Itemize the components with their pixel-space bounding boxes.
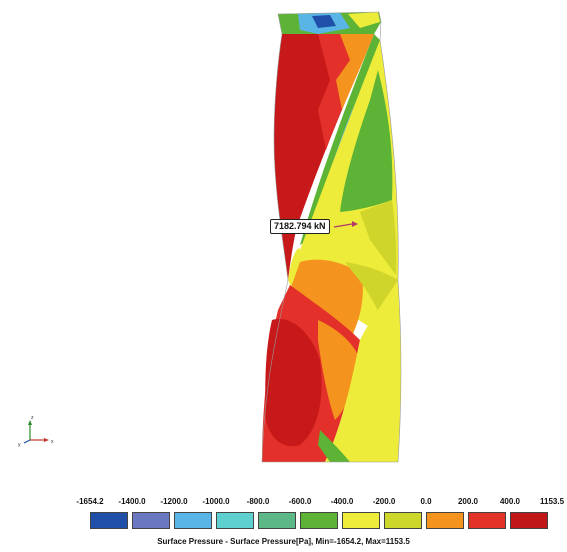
tower-right-face-green [340,70,393,212]
legend-swatch [174,512,212,529]
legend-swatch [258,512,296,529]
tower-left-face-upper-orange [336,34,374,110]
tower-top-cap-blue [312,15,336,28]
legend-swatch [426,512,464,529]
legend-swatch [216,512,254,529]
legend-tick-label: -800.0 [246,497,270,506]
legend-swatch [132,512,170,529]
legend-swatch [384,512,422,529]
legend-swatch [342,512,380,529]
tower-right-face-lower [325,280,401,462]
tower-middle-orange [290,259,363,340]
legend-tick-labels: -1654.2 -1400.0 -1200.0 -1000.0 -800.0 -600.0… [0,497,567,509]
legend-tick-label: -1400.0 [118,497,146,506]
legend-tick-label: -600.0 [288,497,312,506]
legend-swatch [510,512,548,529]
axis-x-label: x [51,439,54,445]
axis-triad: z x y [18,415,54,448]
force-arrow [333,223,353,228]
legend-swatch [468,512,506,529]
legend-tick-label: 0.0 [420,497,432,506]
axis-z-label: z [31,415,34,421]
tower-twist-band [300,34,380,245]
legend-tick-label: 400.0 [499,497,521,506]
tower-top-cap-yellow [348,12,380,28]
axis-y-label: y [18,442,21,448]
force-arrowhead [352,221,358,227]
legend-tick-label: -200.0 [372,497,396,506]
legend-tick-label: -1000.0 [202,497,230,506]
legend-swatch [300,512,338,529]
tower-outline [261,11,402,463]
legend-swatch [90,512,128,529]
legend-tick-label: -400.0 [330,497,354,506]
legend-tick-label: -1200.0 [160,497,188,506]
tower-right-face-lower-green [318,430,350,462]
legend-caption: Surface Pressure - Surface Pressure[Pa],… [157,537,410,546]
legend-tick-label: 200.0 [457,497,479,506]
tower-left-face-upper [274,34,374,280]
legend-color-scale [90,512,552,531]
tower-right-face-yellowgreen [360,200,397,275]
force-value-label: 7182.794 kN [270,219,330,234]
legend-tick-label: -1654.2 [76,497,104,506]
legend-tick-label: 1153.5 [539,497,565,506]
tower-left-face-lower-deep [265,319,322,447]
